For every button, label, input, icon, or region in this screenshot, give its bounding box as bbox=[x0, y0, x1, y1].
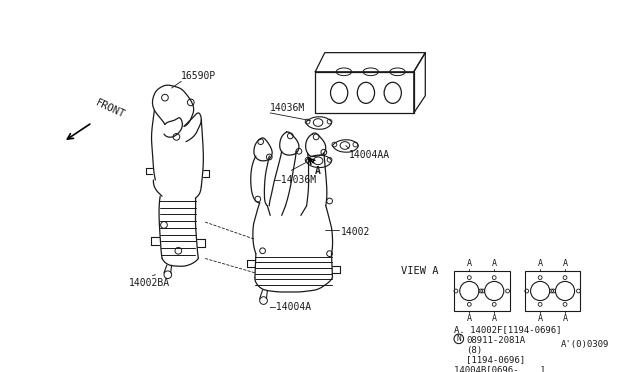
Text: FRONT: FRONT bbox=[94, 97, 127, 120]
Text: VIEW A: VIEW A bbox=[401, 266, 439, 276]
Text: [1194-0696]: [1194-0696] bbox=[467, 355, 525, 364]
Text: 14004AA: 14004AA bbox=[349, 150, 390, 160]
Text: A: A bbox=[492, 314, 497, 323]
Bar bbox=[454, 271, 509, 311]
Text: N: N bbox=[456, 334, 461, 343]
Text: A: A bbox=[467, 259, 472, 268]
Text: A: A bbox=[563, 259, 568, 268]
Text: A: A bbox=[492, 259, 497, 268]
Text: 08911-2081A: 08911-2081A bbox=[467, 336, 525, 345]
Text: A'(0)0309: A'(0)0309 bbox=[561, 340, 609, 349]
Text: A: A bbox=[538, 314, 543, 323]
Bar bbox=[525, 271, 580, 311]
Text: 14036M: 14036M bbox=[270, 103, 305, 113]
Text: —14036M: —14036M bbox=[275, 175, 316, 185]
Text: A: A bbox=[467, 314, 472, 323]
Text: A: A bbox=[316, 166, 321, 176]
Text: 14002: 14002 bbox=[341, 227, 371, 237]
Text: 14002BA: 14002BA bbox=[129, 278, 170, 288]
Text: —14004A: —14004A bbox=[270, 302, 311, 311]
Text: A: A bbox=[538, 259, 543, 268]
Text: A. 14002F[1194-0696]: A. 14002F[1194-0696] bbox=[454, 326, 561, 334]
Text: 16590P: 16590P bbox=[181, 71, 216, 81]
Text: A: A bbox=[563, 314, 568, 323]
Text: (8): (8) bbox=[467, 346, 483, 355]
Text: 14004B[0696-    ]: 14004B[0696- ] bbox=[454, 365, 545, 372]
